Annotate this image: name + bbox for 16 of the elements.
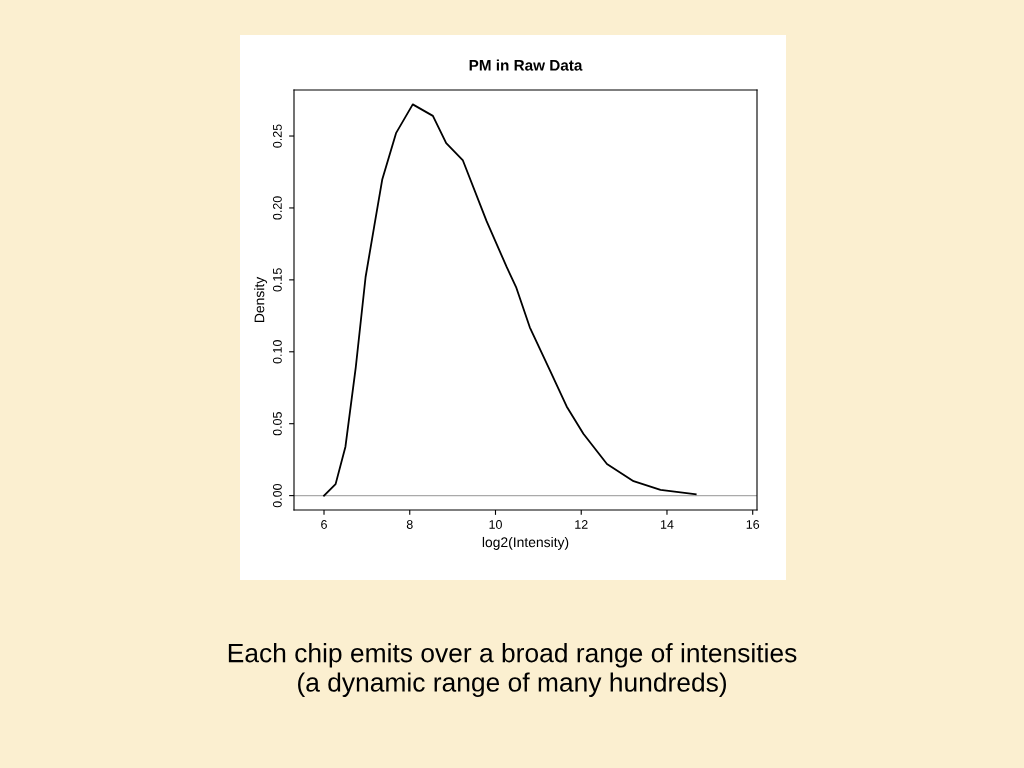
y-tick-label: 0.20 [272, 196, 282, 220]
x-tick-label: 10 [489, 520, 502, 529]
x-tick-label: 16 [746, 520, 760, 529]
text: Each chip emits over a broad range of intensities (a dynamic range of many hundreds) [228, 643, 797, 697]
y-tick-label: 0.05 [272, 412, 282, 436]
y-tick-label: 0.15 [272, 268, 282, 292]
y-tick-label: 0.10 [272, 340, 282, 364]
y-axis-title: Density [254, 276, 268, 323]
y-tick-label: 0.25 [272, 124, 282, 148]
y-tick-label: 0.00 [272, 483, 282, 508]
chart-title: PM in Raw Data [469, 59, 583, 71]
x-tick-label: 8 [406, 520, 413, 529]
x-tick-label: 14 [660, 520, 674, 529]
x-tick-label: 6 [321, 520, 327, 529]
x-tick-label: 12 [575, 520, 588, 529]
x-axis-title: log2(Intensity) [482, 536, 569, 550]
